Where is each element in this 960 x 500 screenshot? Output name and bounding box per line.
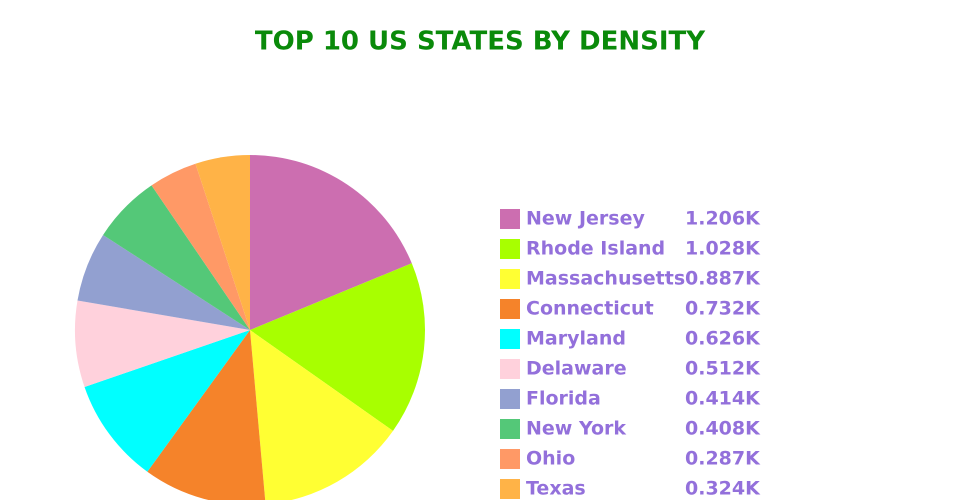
legend-value: 1.028K xyxy=(685,238,761,260)
pie-slice xyxy=(250,330,394,500)
pie-slice xyxy=(250,155,412,330)
pie-slice xyxy=(151,163,250,330)
legend-label: Maryland xyxy=(526,328,626,350)
legend-label: New York xyxy=(526,418,626,440)
legend-swatch xyxy=(500,209,520,229)
legend-label: Ohio xyxy=(526,448,575,470)
pie-slice xyxy=(250,263,425,431)
legend-swatch xyxy=(500,329,520,349)
legend-value: 0.324K xyxy=(685,478,761,500)
pie-slice xyxy=(75,300,251,387)
legend-swatch xyxy=(500,449,520,469)
legend-value: 0.408K xyxy=(685,418,761,440)
legend-value: 0.887K xyxy=(685,268,761,290)
chart-title: TOP 10 US STATES BY DENSITY xyxy=(255,27,706,57)
legend-value: 0.287K xyxy=(685,448,761,470)
legend-swatch xyxy=(500,359,520,379)
legend-swatch xyxy=(500,239,520,259)
pie-slice xyxy=(103,185,251,330)
legend-value: 0.512K xyxy=(685,358,761,380)
legend-label: Texas xyxy=(526,478,586,500)
pie-slice xyxy=(84,330,251,472)
legend-label: Rhode Island xyxy=(526,238,665,260)
legend-swatch xyxy=(500,419,520,439)
legend-value: 0.414K xyxy=(685,388,761,410)
pie-slice xyxy=(77,234,250,330)
legend-value: 1.206K xyxy=(685,208,761,230)
legend-value: 0.732K xyxy=(685,298,761,320)
legend-label: Massachusetts xyxy=(526,268,685,290)
legend-swatch xyxy=(500,479,520,499)
legend-swatch xyxy=(500,299,520,319)
pie-slice xyxy=(195,155,250,330)
pie-slice xyxy=(147,330,266,500)
legend-label: Florida xyxy=(526,388,601,410)
legend-swatch xyxy=(500,389,520,409)
legend-swatch xyxy=(500,269,520,289)
legend-value: 0.626K xyxy=(685,328,761,350)
legend-label: Delaware xyxy=(526,358,627,380)
legend-label: Connecticut xyxy=(526,298,654,320)
legend-label: New Jersey xyxy=(526,208,645,230)
